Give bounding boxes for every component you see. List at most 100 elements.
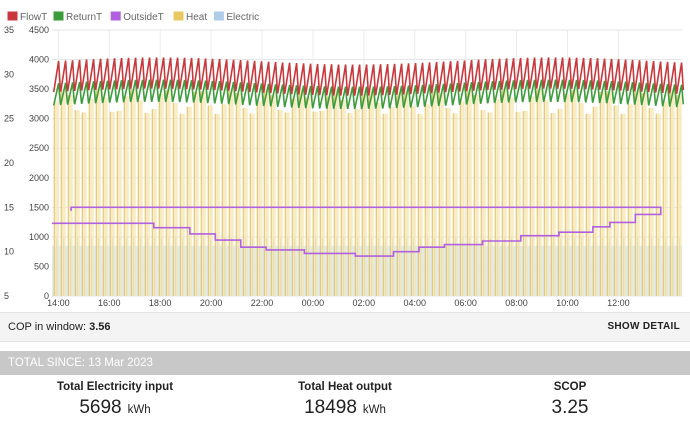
series-flowt [52, 57, 685, 96]
heat-bar [613, 105, 619, 297]
y-left-tick-label: 15 [4, 202, 14, 212]
total-since-header: TOTAL SINCE: 13 Mar 2023 [0, 351, 690, 375]
total-electricity-value: 5698 [79, 397, 122, 418]
heat-bar [340, 100, 346, 297]
total-heat-stat: Total Heat output 18498 kWh [230, 381, 460, 419]
heat-bar [459, 101, 465, 296]
heat-bar [466, 89, 472, 297]
legend-item-heat: Heat [173, 11, 207, 23]
heat-bar [116, 110, 122, 296]
heat-bar [578, 102, 584, 297]
cop-label: COP in window: [8, 321, 87, 333]
heat-bar [634, 90, 640, 296]
heat-bar [326, 96, 332, 296]
heat-bar [368, 89, 374, 297]
total-heat-label: Total Heat output [298, 381, 392, 393]
heat-bar [620, 113, 626, 296]
heat-bar [445, 107, 451, 297]
heat-bar [403, 91, 409, 296]
heat-bar [207, 105, 213, 296]
x-tick-label: 20:00 [200, 298, 223, 308]
series-outsidet [52, 206, 662, 257]
heat-bar [424, 104, 430, 296]
heat-bar [501, 89, 507, 296]
heat-bar [172, 102, 178, 296]
heat-bar [585, 113, 591, 296]
y-left-tick-label: 20 [4, 158, 14, 168]
chart-svg[interactable]: 4500 4000 3500 3000 2500 2000 1500 1000 500 0 35 30… [0, 0, 690, 312]
heat-bar [88, 98, 94, 296]
x-tick-label: 00:00 [302, 298, 325, 308]
heat-bar [53, 101, 59, 296]
legend-item-outsidet: OutsideT [110, 11, 164, 23]
heat-bar [270, 95, 276, 297]
heat-bar [410, 105, 416, 296]
heat-bar [508, 97, 514, 296]
y-right-tick-label: 2000 [29, 173, 49, 183]
y-right-tick-label: 0 [44, 291, 49, 301]
heat-bar [431, 90, 437, 296]
heat-bar [522, 110, 528, 296]
heat-bar [60, 89, 66, 296]
heat-bar [662, 101, 668, 297]
heat-bar [396, 92, 402, 296]
heat-bar [515, 111, 521, 296]
heat-bar [249, 113, 255, 297]
y-left-tick-label: 5 [4, 291, 9, 301]
y-left-tick-label: 30 [4, 69, 14, 79]
y-right-tick-label: 3500 [29, 84, 49, 94]
heat-bar [529, 96, 535, 296]
x-tick-label: 22:00 [251, 298, 274, 308]
legend-swatch [110, 11, 121, 21]
heat-bar [655, 113, 661, 296]
heatpump-chart[interactable]: 4500 4000 3500 3000 2500 2000 1500 1000 500 0 35 30… [0, 0, 690, 312]
heat-bar [543, 100, 549, 296]
heat-bar [151, 109, 157, 296]
y-right-tick-label: 4000 [29, 55, 49, 65]
heat-bar [389, 106, 395, 297]
heat-bar [186, 106, 192, 297]
heat-bar [137, 100, 143, 296]
heat-bar [676, 95, 682, 296]
heat-bar [319, 110, 325, 296]
heat-bar [179, 113, 185, 296]
heat-bar [305, 97, 311, 296]
heat-bar [74, 110, 80, 296]
heat-bar [242, 107, 248, 296]
heat-bar [361, 93, 367, 297]
total-electricity-stat: Total Electricity input 5698 kWh [0, 381, 230, 419]
legend-item-flowt: FlowT [7, 11, 47, 23]
heat-bar [347, 113, 353, 296]
legend-swatch [53, 11, 64, 21]
heat-bar [438, 93, 444, 296]
heat-bar [102, 97, 108, 296]
x-tick-label: 14:00 [47, 298, 70, 308]
heat-bar [375, 102, 381, 297]
heat-bar [333, 89, 339, 297]
scop-stat: SCOP 3.25 [455, 381, 685, 419]
heat-bar [109, 111, 115, 296]
heat-bar [536, 89, 542, 297]
legend-label: Heat [186, 12, 207, 23]
legend-swatch [213, 11, 224, 21]
legend-label: FlowT [20, 12, 47, 23]
y-left-tick-label: 10 [4, 247, 14, 257]
cop-in-window: COP in window: 3.56 [8, 321, 111, 333]
heat-bar [291, 98, 297, 296]
y-right-tick-label: 1000 [29, 232, 49, 242]
legend-swatch [173, 11, 184, 21]
legend-label: OutsideT [123, 12, 164, 23]
show-detail-button[interactable]: SHOW DETAIL [607, 321, 680, 332]
heat-bar [165, 89, 171, 297]
legend-item-returnt: ReturnT [53, 11, 102, 23]
heat-bar [298, 89, 304, 296]
heat-bar [123, 96, 129, 296]
y-right-tick-label: 2500 [29, 143, 49, 153]
heat-bar [627, 104, 633, 296]
heat-bar [67, 95, 73, 296]
heat-bar [130, 89, 136, 296]
legend-label: ReturnT [66, 12, 102, 23]
legend-item-electric: Electric [213, 11, 259, 23]
heat-bar [200, 91, 206, 296]
heat-bar [550, 113, 556, 297]
